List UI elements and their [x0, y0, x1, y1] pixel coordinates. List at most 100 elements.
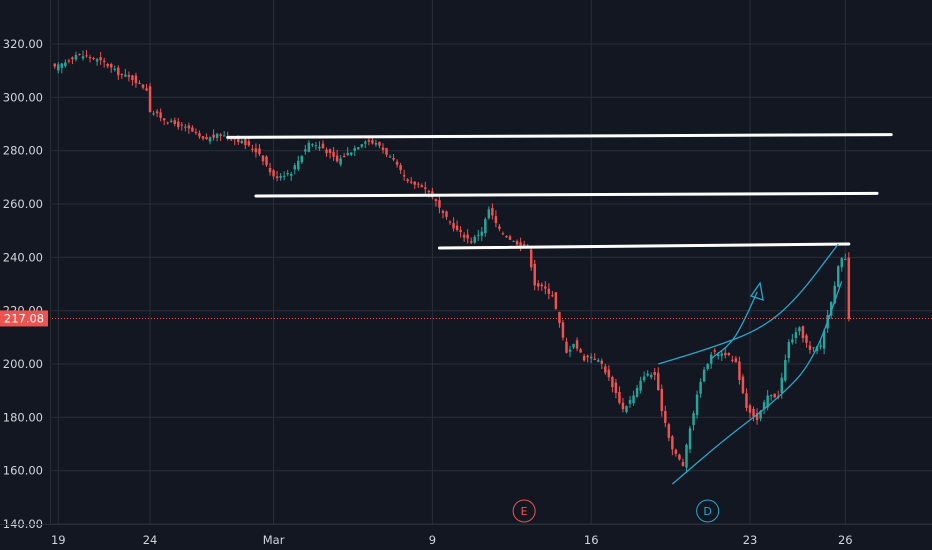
candle-body: [427, 190, 431, 193]
candle-body: [660, 388, 664, 412]
candle-body: [448, 221, 452, 223]
candle-body: [589, 356, 593, 359]
candle-body: [702, 369, 706, 382]
candle-body: [162, 118, 166, 121]
candle-body: [657, 372, 660, 391]
candle-body: [621, 402, 625, 410]
candle-body: [498, 226, 501, 229]
candle-body: [505, 235, 508, 238]
candle-body: [357, 147, 360, 150]
candle-body: [473, 236, 476, 243]
candle-body: [187, 125, 191, 129]
candle-body: [424, 187, 427, 190]
candle-body: [229, 139, 233, 141]
candle-body: [53, 63, 56, 67]
candle-body: [519, 242, 522, 246]
y-tick-label: 260.00: [3, 197, 43, 211]
candle-body: [307, 142, 311, 152]
candle-body: [674, 449, 678, 454]
candle-body: [332, 151, 335, 157]
candle-body: [251, 148, 254, 150]
candle-body: [688, 428, 692, 450]
candle-body: [727, 352, 731, 355]
candle-body: [462, 234, 466, 238]
candle-body: [74, 54, 78, 60]
candle-body: [191, 127, 194, 132]
candle-body: [88, 57, 92, 59]
candle-body: [371, 140, 374, 144]
candle-body: [466, 234, 469, 239]
candle-body: [233, 138, 236, 140]
y-tick-label: 280.00: [3, 144, 43, 158]
candle-body: [152, 113, 155, 115]
candle-body: [441, 210, 445, 213]
candle-body: [127, 75, 131, 77]
candle-body: [579, 349, 582, 353]
y-tick-label: 200.00: [3, 357, 43, 371]
candle-body: [247, 141, 251, 146]
candle-body: [840, 258, 844, 268]
candle-body: [484, 219, 487, 233]
candle-body: [780, 377, 784, 393]
candle-body: [388, 156, 392, 158]
candle-body: [286, 173, 289, 175]
candle-body: [709, 354, 713, 364]
candle-body: [469, 241, 473, 243]
channel-upper-line: [658, 243, 839, 365]
candle-body: [392, 157, 395, 160]
level-line: [226, 133, 893, 139]
curved-arrow-line: [710, 291, 758, 360]
candle-body: [671, 436, 674, 450]
candle-body: [755, 412, 759, 420]
candle-body: [159, 112, 162, 118]
candle-body: [600, 360, 604, 364]
candle-body: [653, 372, 656, 375]
candle-body: [748, 405, 752, 413]
candle-body: [766, 395, 769, 408]
candle-body: [265, 156, 268, 166]
candle-body: [491, 207, 494, 216]
candle-body: [741, 376, 745, 394]
candle-body: [395, 161, 399, 165]
candle-body: [628, 400, 632, 404]
candle-body: [554, 292, 558, 309]
candle-body: [113, 68, 116, 70]
candle-body: [194, 131, 198, 133]
candle-body: [611, 377, 614, 388]
candle-body: [346, 152, 349, 155]
candle-body: [508, 236, 512, 240]
candle-body: [808, 345, 812, 350]
candle-body: [561, 322, 565, 338]
candle-body: [417, 183, 420, 185]
candle-body: [215, 133, 219, 138]
candle-body: [406, 179, 409, 182]
level-line: [254, 191, 879, 198]
candle-body: [625, 405, 628, 412]
candle-body: [695, 394, 699, 415]
candle-body: [455, 225, 459, 231]
candle-body: [318, 146, 321, 149]
candle-body: [844, 258, 847, 260]
candle-body: [604, 366, 607, 373]
candle-body: [759, 410, 762, 419]
candle-body: [85, 55, 88, 57]
candle-body: [99, 57, 102, 61]
candle-body: [597, 360, 600, 362]
candle-body: [822, 330, 826, 349]
candle-body: [155, 111, 159, 114]
candle-body: [92, 58, 95, 60]
candle-body: [724, 352, 727, 356]
x-tick-label: 19: [51, 533, 66, 547]
candle-body: [413, 181, 416, 185]
candle-body: [515, 241, 519, 245]
candle-body: [558, 312, 561, 324]
candle-body: [360, 144, 364, 147]
candle-body: [787, 341, 791, 359]
candle-body: [544, 286, 547, 289]
candle-body: [321, 143, 325, 149]
candle-body: [81, 56, 85, 59]
candle-body: [374, 143, 378, 145]
candle-body: [95, 59, 99, 62]
candle-body: [642, 376, 646, 381]
candle-body: [180, 124, 184, 126]
